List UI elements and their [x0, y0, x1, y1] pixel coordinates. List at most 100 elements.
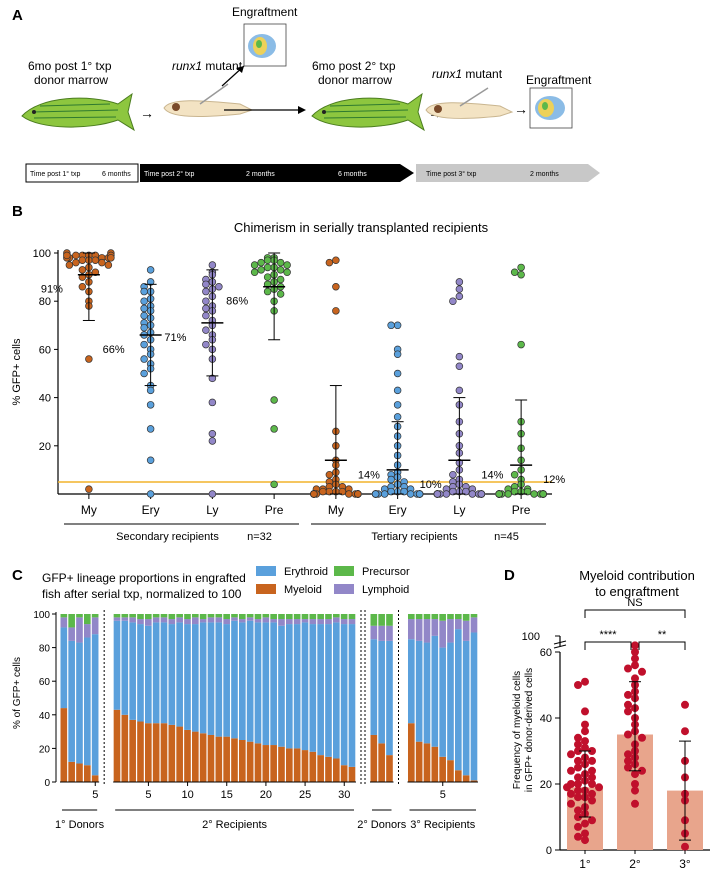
x-tick-label: Ery	[389, 503, 407, 517]
engraftment-2-label: Engraftment	[526, 73, 592, 87]
precursor-segment	[121, 614, 129, 618]
myeloid-segment	[333, 758, 340, 782]
x-tick-label: Pre	[265, 503, 284, 517]
data-point	[574, 813, 582, 821]
myeloid-segment	[121, 714, 129, 782]
erythroid-segment	[160, 622, 168, 724]
precursor-segment	[370, 614, 378, 626]
erythroid-segment	[470, 632, 478, 781]
erythroid-segment	[137, 624, 144, 722]
data-point	[270, 396, 278, 404]
data-point	[393, 350, 402, 358]
data-point	[455, 292, 464, 301]
data-point	[567, 799, 575, 808]
data-point	[208, 437, 217, 445]
group-label: Tertiary recipients	[371, 531, 458, 543]
timeline-seg-1	[25, 163, 139, 183]
data-point	[588, 780, 596, 788]
erythroid-segment	[129, 622, 136, 720]
data-point	[250, 268, 259, 277]
x-tick-label: 5	[440, 789, 446, 801]
precursor-segment	[386, 614, 393, 626]
lymphoid-segment	[415, 619, 423, 641]
data-point	[393, 369, 402, 378]
data-point	[78, 256, 87, 264]
data-point	[624, 664, 632, 673]
data-point	[393, 321, 402, 330]
engraftment-2-flow-plot	[529, 87, 573, 129]
data-point	[581, 829, 589, 838]
erythroid-segment	[286, 624, 293, 749]
data-point	[567, 750, 575, 759]
data-point	[631, 648, 639, 656]
erythroid-segment	[301, 622, 309, 751]
precursor-segment	[262, 614, 270, 618]
precursor-segment	[455, 614, 462, 620]
timeline-seg-3-label: Time post 3° txp	[426, 170, 476, 178]
myeloid-segment	[340, 765, 348, 782]
x-tick-label: Ly	[453, 503, 465, 517]
data-point	[78, 266, 87, 274]
data-point	[146, 401, 155, 409]
data-point	[574, 780, 582, 788]
precursor-segment	[378, 614, 385, 626]
myeloid-segment	[423, 743, 431, 782]
chart-d-title-line2: to engraftment	[595, 584, 679, 599]
data-point	[107, 254, 115, 262]
lymphoid-segment	[340, 619, 348, 625]
precursor-segment	[439, 614, 446, 621]
comparison-bracket	[584, 609, 686, 618]
lymphoid-segment	[91, 617, 99, 635]
myeloid-segment	[137, 721, 144, 782]
erythroid-segment	[246, 620, 254, 742]
lymphoid-segment	[378, 625, 385, 641]
data-point	[631, 661, 639, 670]
myeloid-segment	[254, 743, 262, 782]
data-point	[574, 747, 582, 755]
larva-1-illustration	[163, 83, 254, 117]
myeloid-segment	[325, 756, 332, 782]
data-point	[270, 425, 278, 433]
data-point	[624, 700, 632, 709]
legend-label: Erythroid	[284, 566, 328, 578]
data-point	[332, 256, 340, 264]
lymphoid-segment	[325, 619, 332, 625]
precursor-segment	[113, 614, 121, 618]
data-point	[581, 707, 589, 716]
data-point	[517, 263, 525, 272]
lymphoid-segment	[246, 617, 254, 621]
erythroid-segment	[423, 642, 431, 744]
data-point	[588, 747, 596, 755]
lymphoid-segment	[239, 619, 246, 623]
chart-d-ylabel-line1: Frequency of myeloid cells	[512, 671, 523, 789]
adult-fish-2-illustration	[311, 92, 425, 132]
data-point	[455, 386, 464, 395]
myeloid-segment	[378, 743, 385, 782]
data-point	[567, 766, 575, 775]
y-tick-label: 100	[33, 610, 50, 621]
panel-a-label: A	[12, 7, 23, 24]
data-point	[681, 842, 689, 851]
data-point	[581, 737, 589, 746]
lymphoid-segment	[68, 627, 75, 641]
comparison-bracket	[584, 641, 632, 650]
timeline-seg-1-sub: 6 months	[102, 171, 131, 178]
data-point	[624, 707, 632, 716]
myeloid-segment	[470, 780, 478, 782]
data-point	[85, 485, 93, 493]
myeloid-segment	[160, 723, 168, 782]
mutant1-label: runx1 mutant	[172, 59, 243, 73]
data-point	[325, 470, 334, 479]
data-point	[624, 763, 632, 772]
lymphoid-segment	[84, 624, 91, 638]
precursor-segment	[278, 614, 285, 620]
data-point	[449, 487, 457, 496]
timeline: Time post 1° txp 6 months Time post 2° t…	[25, 163, 600, 183]
myeloid-segment	[207, 734, 215, 782]
lymphoid-segment	[184, 619, 191, 625]
myeloid-segment	[184, 729, 191, 782]
erythroid-segment	[84, 637, 91, 766]
lymphoid-segment	[137, 619, 144, 625]
data-point	[140, 340, 148, 349]
lymphoid-segment	[447, 619, 454, 643]
